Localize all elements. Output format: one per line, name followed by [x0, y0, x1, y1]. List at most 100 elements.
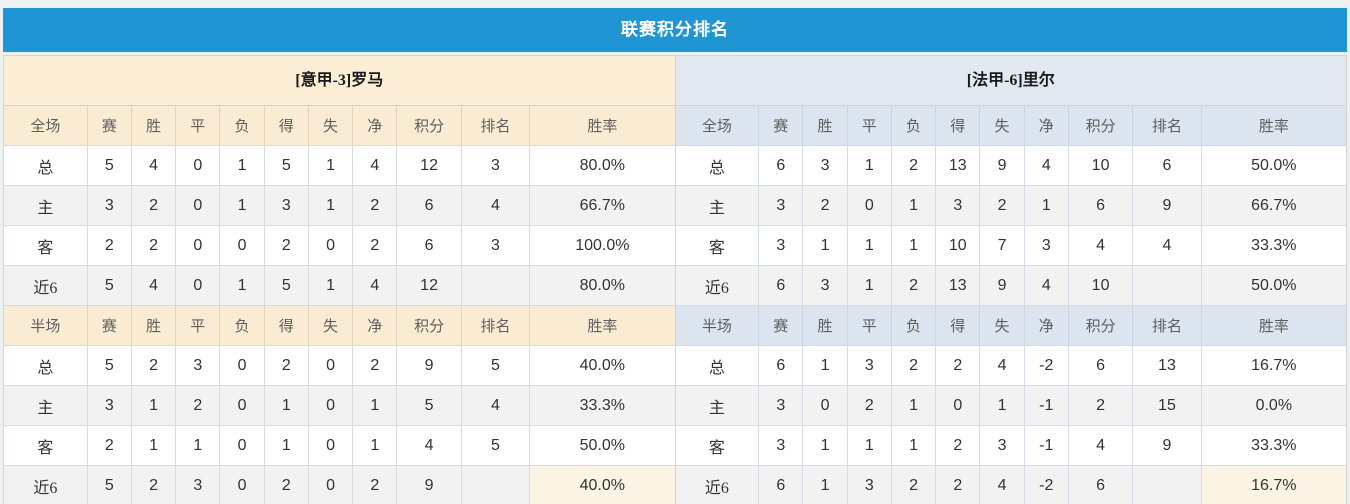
points-cell: 6: [1068, 185, 1134, 226]
stat-cell: 6: [758, 145, 804, 186]
stat-cell: 2: [935, 465, 981, 504]
rate-cell: 100.0%: [529, 225, 675, 266]
row-label: 主: [4, 385, 88, 426]
stat-cell: -2: [1024, 345, 1069, 386]
column-header: 失: [979, 106, 1025, 146]
points-cell: 6: [1068, 345, 1134, 386]
stat-cell: -1: [1024, 425, 1069, 466]
rank-cell: 4: [461, 385, 531, 426]
stat-cell: 13: [935, 265, 981, 306]
stat-cell: 1: [847, 225, 892, 266]
stat-cell: 5: [264, 145, 309, 186]
column-header: 赛: [758, 106, 804, 146]
rank-cell: 4: [1132, 225, 1202, 266]
rank-cell: 5: [461, 425, 531, 466]
column-header: 得: [264, 305, 309, 346]
stat-cell: 1: [352, 385, 398, 426]
stat-cell: 2: [802, 185, 848, 226]
stat-cell: 1: [802, 425, 848, 466]
stat-cell: 5: [87, 465, 132, 504]
stat-cell: 1: [308, 145, 354, 186]
points-cell: 6: [396, 225, 462, 266]
row-label: 近6: [4, 465, 88, 504]
stat-cell: 4: [131, 145, 177, 186]
column-header-rank: 排名: [1132, 106, 1202, 146]
row-label: 主: [675, 385, 760, 426]
stat-cell: 5: [87, 265, 132, 306]
stat-cell: 0: [219, 465, 265, 504]
stat-cell: 13: [935, 145, 981, 186]
stat-cell: 4: [1024, 145, 1069, 186]
column-header: 平: [847, 106, 892, 146]
stat-cell: 3: [175, 465, 221, 504]
stat-cell: 1: [979, 385, 1025, 426]
stat-cell: 0: [935, 385, 981, 426]
points-cell: 10: [1068, 265, 1134, 306]
stat-cell: 2: [352, 185, 398, 226]
stat-cell: 3: [979, 425, 1025, 466]
stat-cell: 2: [352, 465, 398, 504]
rate-cell: 80.0%: [529, 145, 675, 186]
stat-cell: 0: [175, 225, 221, 266]
table-row: 总 5 2 3 0 2 0 2 9 5 40.0%: [4, 345, 675, 386]
table-row: 主 3 1 2 0 1 0 1 5 4 33.3%: [4, 385, 675, 426]
stat-cell: 3: [175, 345, 221, 386]
table-row: 近6 5 2 3 0 2 0 2 9 40.0%: [4, 465, 675, 504]
stat-cell: 3: [87, 185, 132, 226]
stat-cell: 9: [979, 145, 1025, 186]
column-header-points: 积分: [1068, 305, 1134, 346]
stat-cell: 5: [87, 145, 132, 186]
stat-cell: 1: [131, 425, 177, 466]
stat-cell: 1: [219, 145, 265, 186]
points-cell: 5: [396, 385, 462, 426]
table-row: 主 3 2 0 1 3 2 1 6 9 66.7%: [675, 185, 1346, 226]
stat-cell: 1: [891, 185, 937, 226]
stat-cell: 0: [175, 185, 221, 226]
stat-cell: 0: [308, 425, 354, 466]
stat-cell: 2: [131, 345, 177, 386]
column-header-rate: 胜率: [529, 106, 675, 146]
row-label: 客: [675, 425, 760, 466]
stat-cell: 1: [847, 145, 892, 186]
stat-cell: 2: [87, 225, 132, 266]
row-label: 总: [4, 145, 88, 186]
row-label: 近6: [675, 265, 760, 306]
stat-cell: 3: [264, 185, 309, 226]
table-row: 客 3 1 1 1 10 7 3 4 4 33.3%: [675, 225, 1346, 266]
stat-cell: 5: [87, 345, 132, 386]
stat-cell: 1: [802, 465, 848, 504]
row-label: 近6: [4, 265, 88, 306]
stat-cell: 2: [264, 345, 309, 386]
stat-cell: 2: [131, 185, 177, 226]
row-label: 总: [4, 345, 88, 386]
stat-cell: 3: [758, 225, 804, 266]
rank-cell: [461, 465, 531, 504]
section-header-row: 全场赛胜平负得失净积分 排名 胜率: [4, 106, 675, 146]
column-header: 赛: [758, 305, 804, 346]
column-header: 得: [935, 305, 981, 346]
column-header: 胜: [802, 106, 848, 146]
scope-header: 半场: [4, 305, 88, 346]
points-cell: 9: [396, 465, 462, 504]
stat-cell: 2: [891, 265, 937, 306]
stat-cell: 3: [758, 185, 804, 226]
team-name: [意甲-3]罗马: [4, 56, 675, 106]
rate-cell: 33.3%: [1201, 425, 1346, 466]
stat-cell: 0: [847, 185, 892, 226]
points-cell: 2: [1068, 385, 1134, 426]
rank-cell: 3: [461, 225, 531, 266]
stat-cell: 4: [979, 345, 1025, 386]
points-cell: 6: [396, 185, 462, 226]
row-label: 客: [4, 225, 88, 266]
stats-table: 全场赛胜平负得失净积分 排名 胜率总 5 4 0 1 5 1 4 12 3 80.0% 主 3 2 0 1 3 1 2 6…: [4, 106, 675, 504]
rate-cell: 16.7%: [1201, 345, 1346, 386]
stat-cell: 3: [847, 345, 892, 386]
stat-cell: 2: [979, 185, 1025, 226]
stat-cell: 1: [352, 425, 398, 466]
stat-cell: 1: [802, 225, 848, 266]
stat-cell: 2: [264, 225, 309, 266]
column-header: 赛: [87, 106, 132, 146]
rate-cell: 50.0%: [529, 425, 675, 466]
stat-cell: 1: [847, 265, 892, 306]
table-row: 主 3 0 2 1 0 1 -1 2 15 0.0%: [675, 385, 1346, 426]
